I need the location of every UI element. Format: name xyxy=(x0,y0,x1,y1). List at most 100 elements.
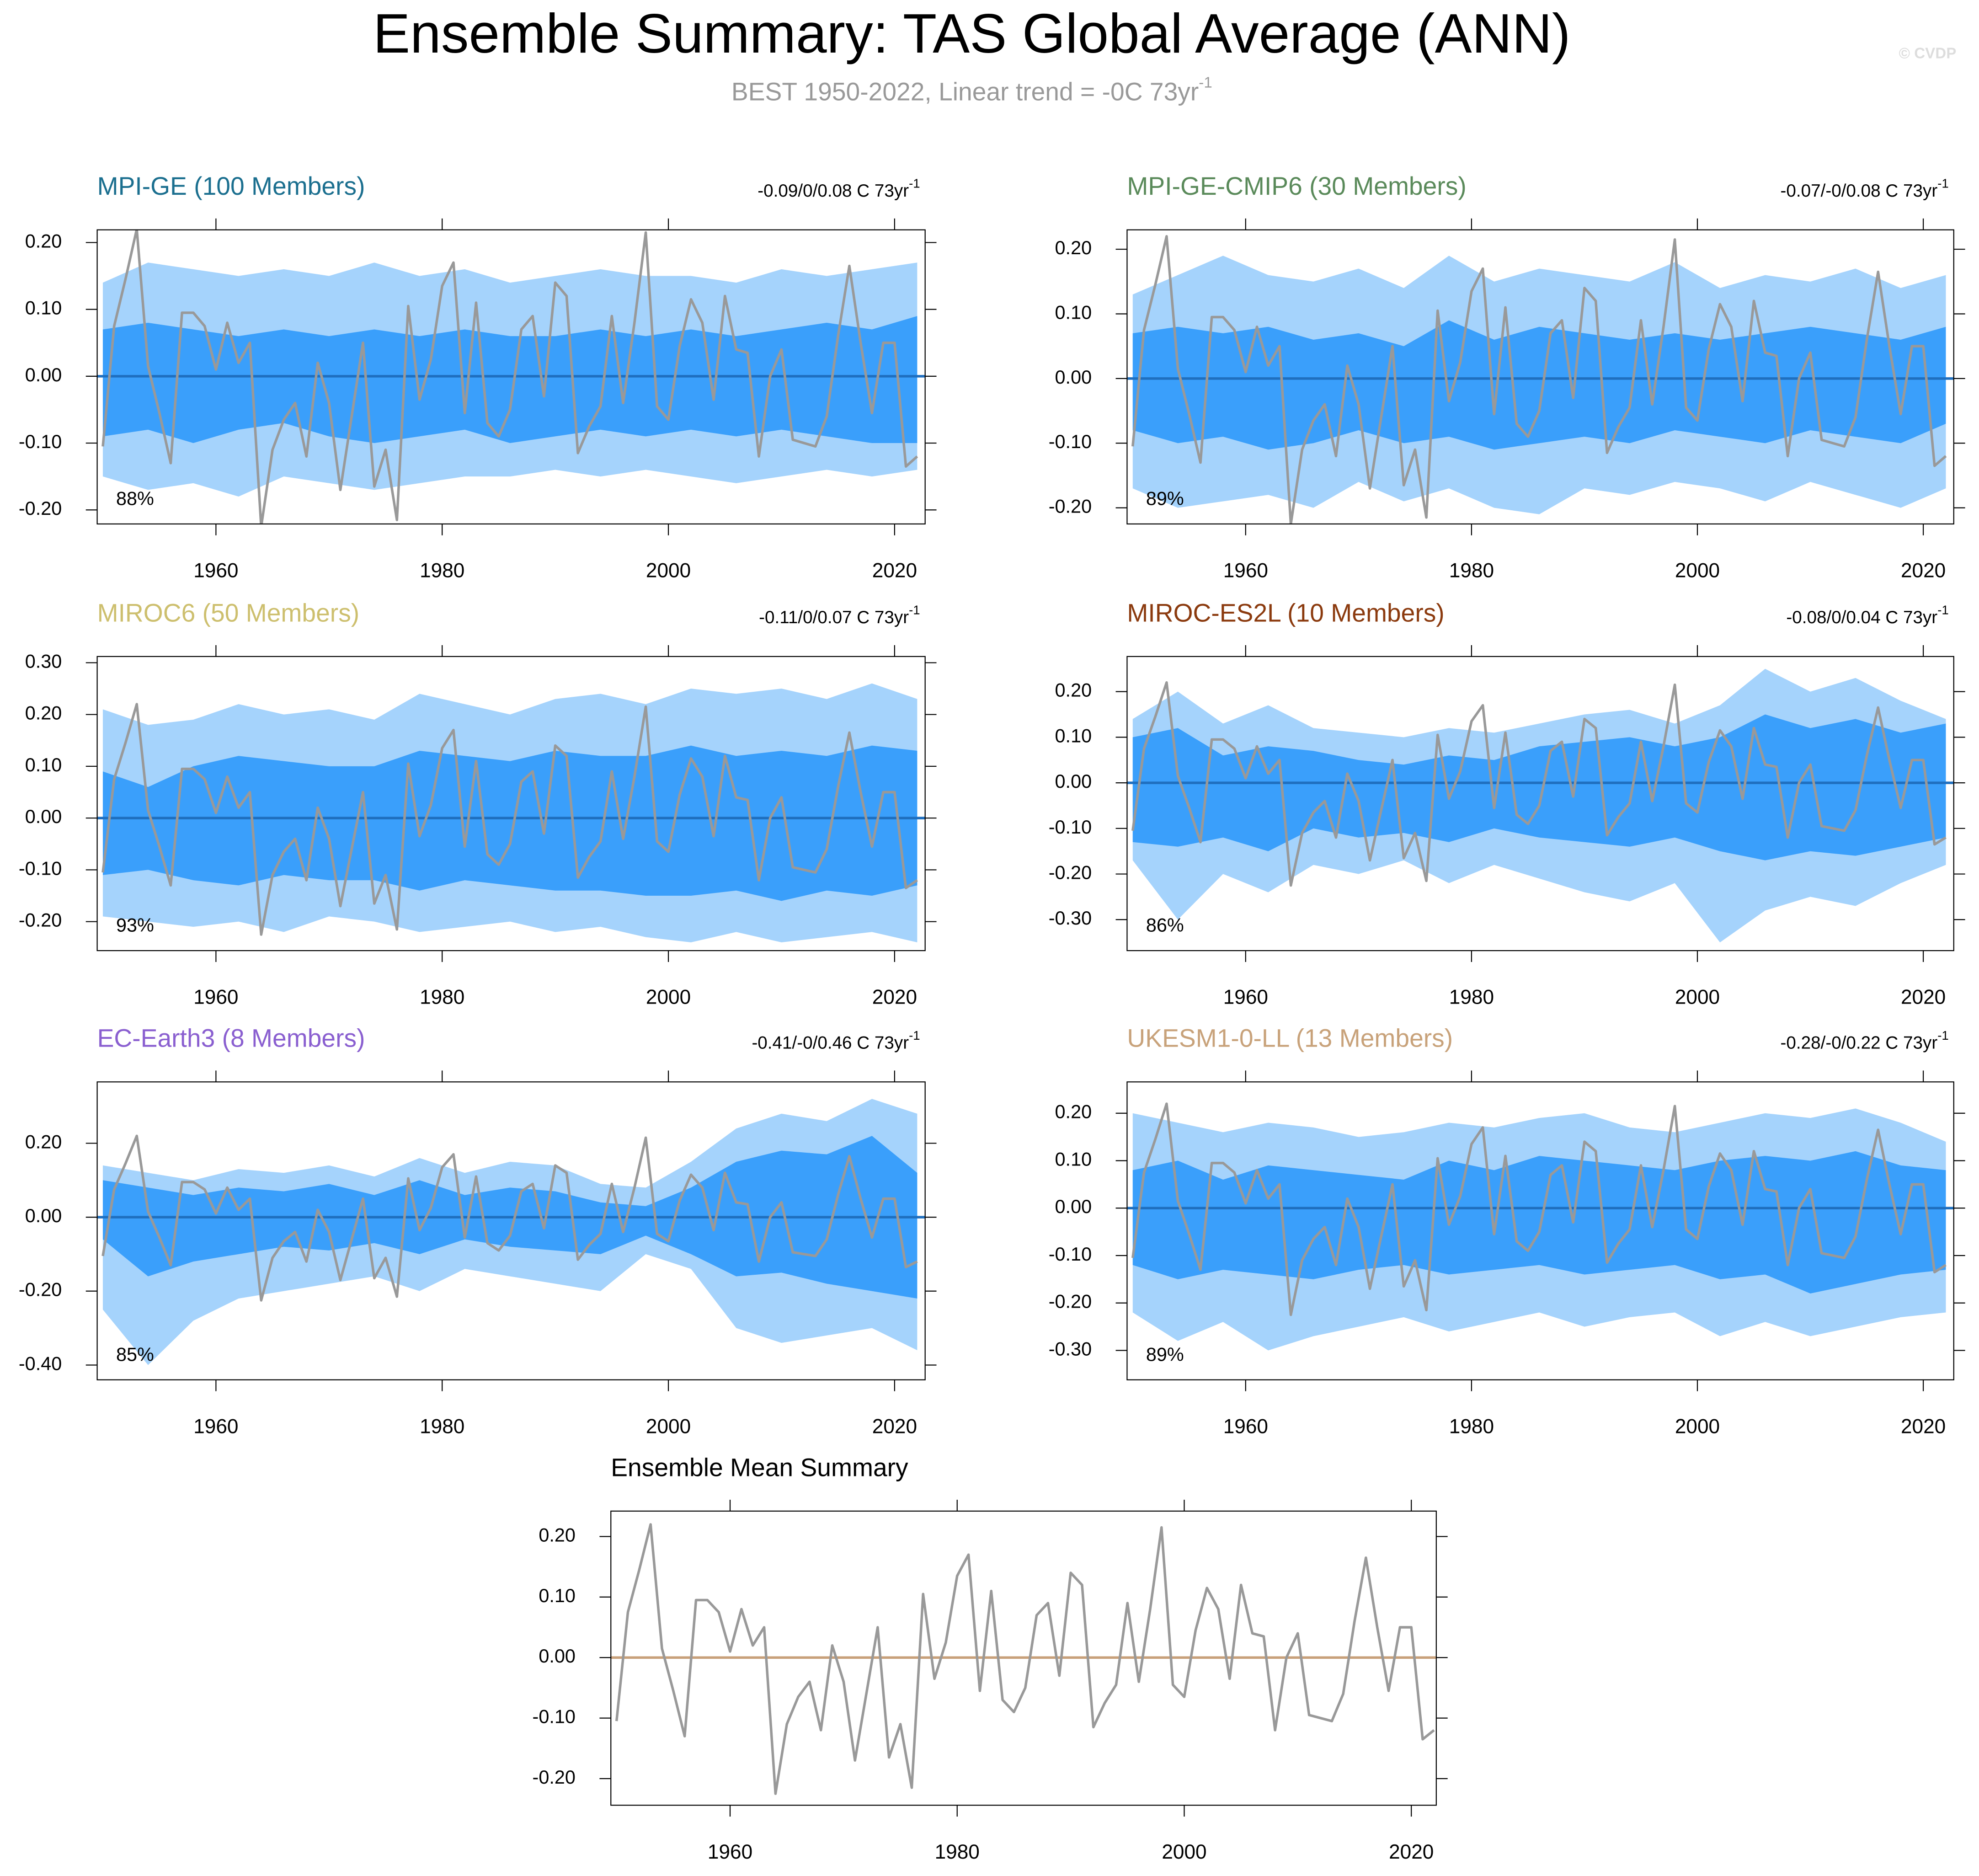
panel: -0.40 -0.20 0.00 0.20 1960 1980 2000 2020 EC-Ear… xyxy=(19,1024,937,1438)
x-tick-label: 1980 xyxy=(420,560,464,582)
plot-area xyxy=(1127,1102,1954,1351)
y-tick-label: 0.30 xyxy=(25,651,62,672)
y-tick-label: 0.20 xyxy=(25,230,62,251)
y-tick-label: 0.00 xyxy=(25,806,62,827)
y-tick-label: 0.20 xyxy=(25,1131,62,1152)
x-tick-label: 2000 xyxy=(646,1415,691,1438)
y-tick-label: 0.20 xyxy=(1055,237,1092,258)
y-tick-label: 0.00 xyxy=(1055,1196,1092,1217)
percent-annotation: 89% xyxy=(1146,488,1184,509)
y-tick-label: 0.10 xyxy=(1055,302,1092,323)
y-tick-label: 0.20 xyxy=(25,703,62,724)
plot-area xyxy=(1127,668,1954,943)
y-tick-label: 0.00 xyxy=(1055,367,1092,388)
watermark: © CVDP xyxy=(1899,45,1957,62)
y-tick-label: -0.10 xyxy=(533,1706,576,1727)
observed-line xyxy=(1131,235,1947,524)
y-tick-label: -0.10 xyxy=(19,858,62,879)
y-tick-label: 0.10 xyxy=(25,298,62,319)
panel: -0.30 -0.20 -0.10 0.00 0.10 0.20 1960 1980 2000 2… xyxy=(1049,599,1965,1009)
y-tick-label: 0.00 xyxy=(25,364,62,385)
plot-area xyxy=(97,1099,925,1365)
x-tick-label: 2000 xyxy=(1675,560,1720,582)
percent-annotation: 89% xyxy=(1146,1344,1184,1365)
panel-title: UKESM1-0-LL (13 Members) xyxy=(1127,1024,1453,1053)
panel-title: MPI-GE-CMIP6 (30 Members) xyxy=(1127,172,1466,200)
x-tick-label: 2000 xyxy=(1675,986,1720,1009)
y-tick-label: -0.20 xyxy=(533,1767,576,1788)
plot-area xyxy=(97,230,925,524)
plot-frame xyxy=(96,1081,926,1380)
y-tick-label: -0.30 xyxy=(1049,1338,1092,1359)
observed-line xyxy=(101,1134,918,1302)
trend-label: -0.08/0/0.04 C 73yr-1 xyxy=(1786,603,1948,627)
y-tick-label: -0.20 xyxy=(19,1279,62,1300)
y-tick-label: -0.10 xyxy=(1049,1244,1092,1265)
x-tick-label: 1980 xyxy=(1449,986,1494,1009)
trend-text: -0.41/-0/0.46 C 73yr xyxy=(752,1033,909,1053)
y-tick-label: -0.20 xyxy=(1049,496,1092,517)
y-tick-label: -0.30 xyxy=(1049,908,1092,929)
x-tick-label: 2020 xyxy=(872,560,917,582)
percent-annotation: 93% xyxy=(116,915,154,936)
y-tick-label: -0.10 xyxy=(1049,431,1092,452)
trend-text: -0.08/0/0.04 C 73yr xyxy=(1786,608,1937,627)
spread-band xyxy=(102,316,917,444)
observed-line xyxy=(615,1523,1435,1795)
panel-title: EC-Earth3 (8 Members) xyxy=(97,1024,365,1053)
x-tick-label: 1960 xyxy=(193,560,238,582)
y-tick-label: -0.20 xyxy=(1049,1291,1092,1312)
observed-line xyxy=(1131,681,1947,887)
page-subtitle: BEST 1950-2022, Linear trend = -0C 73yr-… xyxy=(731,74,1212,106)
trend-superscript: -1 xyxy=(909,176,920,191)
panel: -0.20 -0.10 0.00 0.10 0.20 1960 1980 2000 2020 MP… xyxy=(1049,172,1965,582)
plot-frame xyxy=(96,656,926,951)
y-tick-label: 0.00 xyxy=(539,1646,576,1667)
plot-area xyxy=(611,1523,1436,1795)
x-tick-label: 1960 xyxy=(193,1415,238,1438)
x-tick-label: 1960 xyxy=(193,986,238,1009)
x-tick-label: 2000 xyxy=(646,560,691,582)
y-tick-label: 0.20 xyxy=(539,1524,576,1545)
x-tick-label: 1960 xyxy=(1223,986,1268,1009)
x-tick-label: 2000 xyxy=(1162,1841,1206,1863)
y-tick-label: -0.20 xyxy=(19,498,62,519)
plot-area xyxy=(1127,235,1954,524)
y-tick-label: 0.20 xyxy=(1055,1101,1092,1122)
trend-text: -0.07/-0/0.08 C 73yr xyxy=(1781,181,1938,201)
trend-superscript: -1 xyxy=(1937,1028,1949,1042)
x-tick-label: 2020 xyxy=(1389,1841,1434,1863)
x-tick-label: 2000 xyxy=(1675,1415,1720,1438)
x-tick-label: 2020 xyxy=(1901,1415,1946,1438)
x-tick-label: 2020 xyxy=(1901,986,1946,1009)
subtitle-text: BEST 1950-2022, Linear trend = -0C 73yr xyxy=(731,77,1199,106)
y-tick-label: -0.10 xyxy=(19,431,62,452)
trend-superscript: -1 xyxy=(909,603,920,617)
plot-area xyxy=(97,683,925,942)
spread-band xyxy=(1132,714,1946,861)
plot-frame xyxy=(610,1510,1437,1806)
panel-title: MIROC-ES2L (10 Members) xyxy=(1127,599,1444,627)
x-tick-label: 1960 xyxy=(708,1841,752,1863)
percent-annotation: 85% xyxy=(116,1344,154,1365)
observed-line xyxy=(101,703,918,936)
y-tick-label: 0.10 xyxy=(539,1585,576,1606)
x-tick-label: 2020 xyxy=(872,986,917,1009)
panel: -0.20 -0.10 0.00 0.10 0.20 1960 1980 2000 2020 En… xyxy=(533,1453,1448,1863)
x-tick-label: 2020 xyxy=(1901,560,1946,582)
x-tick-label: 1980 xyxy=(1449,1415,1494,1438)
percent-annotation: 88% xyxy=(116,488,154,509)
trend-label: -0.11/0/0.07 C 73yr-1 xyxy=(759,603,920,627)
trend-text: -0.28/-0/0.22 C 73yr xyxy=(1781,1033,1938,1053)
y-tick-label: 0.10 xyxy=(1055,1149,1092,1170)
trend-label: -0.41/-0/0.46 C 73yr-1 xyxy=(752,1028,920,1053)
spread-band xyxy=(102,745,917,901)
observed-line xyxy=(101,230,918,524)
spread-band xyxy=(1132,320,1946,450)
percent-annotation: 86% xyxy=(1146,915,1184,936)
x-tick-label: 1980 xyxy=(420,1415,464,1438)
y-tick-label: 0.20 xyxy=(1055,680,1092,701)
subtitle-superscript: -1 xyxy=(1199,74,1212,91)
plot-frame xyxy=(1126,229,1954,525)
